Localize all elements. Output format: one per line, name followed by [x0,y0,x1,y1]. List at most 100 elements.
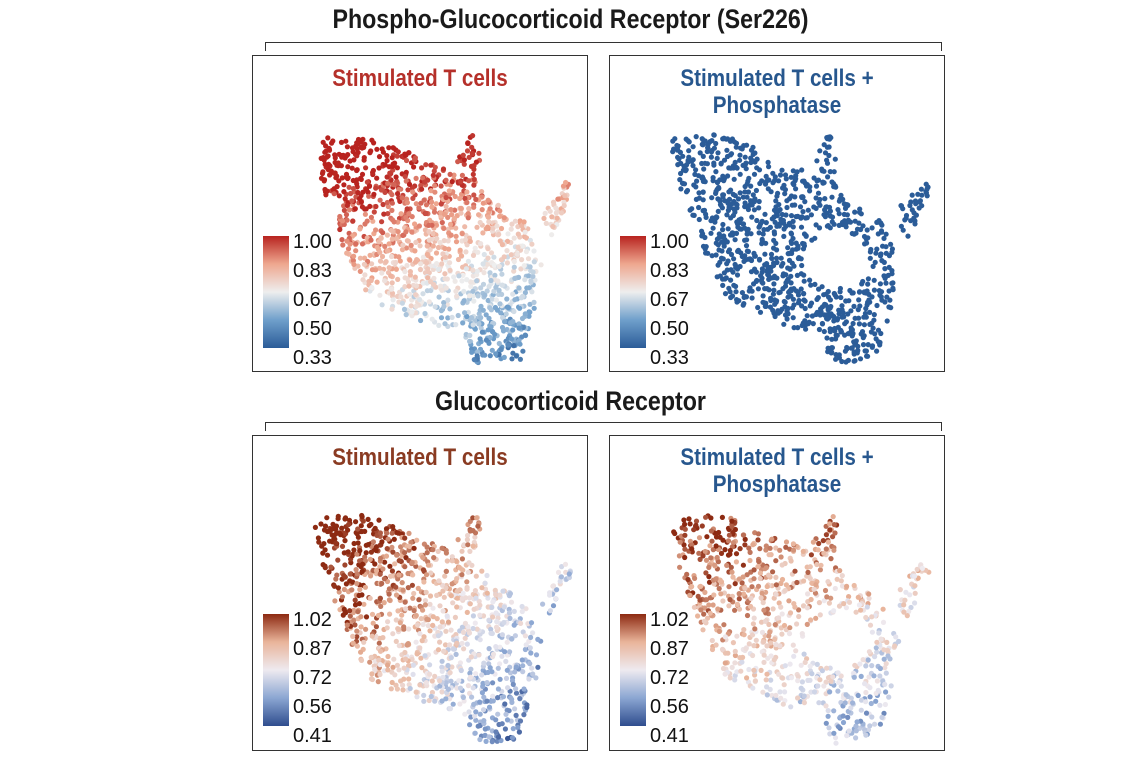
data-point [382,278,388,284]
data-point [411,157,418,163]
data-point [865,281,871,287]
data-point [488,250,495,256]
data-point [883,689,889,695]
data-point [342,196,348,202]
data-point [874,348,880,354]
data-point [825,708,831,714]
data-point [482,352,488,358]
data-point [711,132,717,138]
data-point [470,613,476,619]
data-point [912,583,918,589]
data-point [793,648,799,654]
data-point [361,639,367,645]
data-point [395,191,401,197]
data-point [904,613,910,619]
data-point [418,261,424,267]
data-point [468,279,474,285]
data-point [412,259,419,265]
data-point [469,349,475,355]
data-point [792,568,798,574]
data-point [782,663,788,669]
data-point [815,190,822,196]
data-point [890,287,896,293]
data-point [417,631,423,637]
data-point [781,226,787,232]
data-point [366,193,372,199]
data-point [807,564,813,570]
data-point [781,622,788,629]
data-point [344,144,350,150]
data-point [682,521,688,527]
data-point [512,218,518,224]
data-point [493,297,499,303]
data-point [488,626,494,632]
data-point [406,150,412,156]
data-point [504,296,510,302]
data-point [350,633,356,639]
data-point [547,608,553,614]
data-point [794,272,800,278]
data-point [838,578,844,584]
colorbar-tick-label: 0.72 [650,667,689,689]
data-point [794,579,800,586]
data-point [771,657,777,663]
data-point [460,272,466,278]
data-point [318,521,324,527]
data-point [416,205,422,211]
data-point [715,559,721,565]
data-point [851,358,857,364]
data-point [430,605,436,611]
data-point [389,530,395,536]
data-point [332,155,338,161]
data-point [874,219,880,225]
data-point [697,597,703,603]
data-point [752,253,758,259]
data-point [402,564,408,570]
data-point [387,563,393,569]
data-point [836,222,842,228]
data-point [368,277,374,284]
data-point [341,189,347,195]
data-point [433,201,439,207]
data-point [823,720,829,726]
data-point [428,570,434,576]
data-point [878,289,885,295]
data-point [874,649,880,655]
data-point [517,718,524,724]
data-point [435,647,442,653]
colorbar-tick-label: 0.41 [650,725,689,747]
data-point [755,537,761,543]
data-point [389,286,395,292]
data-point [908,199,914,205]
data-point [413,201,419,207]
data-point [817,312,823,318]
data-point [516,285,522,291]
data-point [345,152,351,158]
data-point [898,223,904,229]
data-point [405,641,411,647]
data-point [376,165,382,171]
data-point [441,300,447,306]
data-point [683,136,689,142]
data-point [674,147,681,153]
data-point [722,547,728,553]
data-point [732,652,738,659]
data-point [753,269,759,275]
data-point [483,312,489,318]
data-point [744,572,750,578]
data-point [821,683,827,689]
data-point [459,596,465,602]
data-point [367,252,373,258]
data-point [770,569,776,575]
data-point [409,313,415,319]
data-point [849,327,855,333]
data-point [376,657,382,663]
data-point [351,547,357,553]
data-point [558,210,565,216]
data-point [771,231,778,237]
data-point [714,155,720,161]
data-point [440,674,446,680]
data-point [843,692,849,698]
data-point [836,679,842,686]
data-point [799,679,805,685]
